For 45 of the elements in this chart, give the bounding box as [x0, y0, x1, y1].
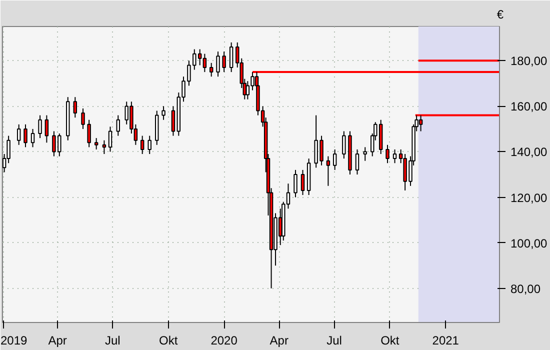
candlestick — [140, 135, 144, 155]
x-tick-label: Okt — [380, 334, 400, 348]
candlestick — [171, 106, 176, 136]
candlestick — [294, 169, 298, 198]
candlestick — [386, 144, 390, 164]
candlestick — [216, 51, 220, 78]
x-tick-label: Apr — [48, 334, 67, 348]
x-tick-label: 2021 — [432, 334, 460, 348]
x-tick-label: 2019 — [0, 334, 28, 348]
candlestick — [209, 62, 214, 78]
candlestick — [300, 169, 305, 196]
candlestick — [30, 128, 35, 148]
y-axis-title: € — [496, 8, 504, 22]
candlestick — [342, 130, 346, 160]
candlestick — [392, 148, 397, 164]
candlestick — [24, 124, 28, 148]
candlestick — [148, 135, 152, 155]
x-tick-label: Jul — [326, 334, 342, 348]
candlestick — [94, 138, 98, 150]
x-tick-label: Okt — [159, 334, 178, 348]
candlestick — [355, 148, 360, 175]
candlestick — [73, 96, 78, 118]
candlestick — [16, 124, 21, 146]
candlestick — [222, 51, 226, 73]
candlestick — [332, 148, 337, 170]
candlestick — [116, 114, 120, 136]
candlestick — [162, 106, 166, 120]
y-tick-label: 160,00 — [510, 100, 548, 114]
candlestick — [38, 114, 42, 139]
y-tick-label: 80,00 — [510, 282, 541, 296]
candlestick — [108, 126, 112, 152]
candlestick — [44, 114, 49, 144]
candlestick — [102, 140, 106, 155]
y-tick-label: 100,00 — [510, 236, 548, 250]
candlestick — [363, 146, 367, 162]
y-tick-label: 180,00 — [510, 54, 548, 68]
x-tick-label: 2020 — [210, 334, 238, 348]
x-tick-label: Jul — [105, 334, 120, 348]
y-tick-label: 120,00 — [510, 190, 548, 205]
candlestick — [81, 108, 85, 130]
candlestick — [326, 156, 330, 186]
candlestick — [87, 119, 91, 148]
candlestick — [229, 42, 234, 73]
x-tick-label: Apr — [270, 334, 288, 348]
y-tick-label: 140,00 — [510, 145, 548, 160]
